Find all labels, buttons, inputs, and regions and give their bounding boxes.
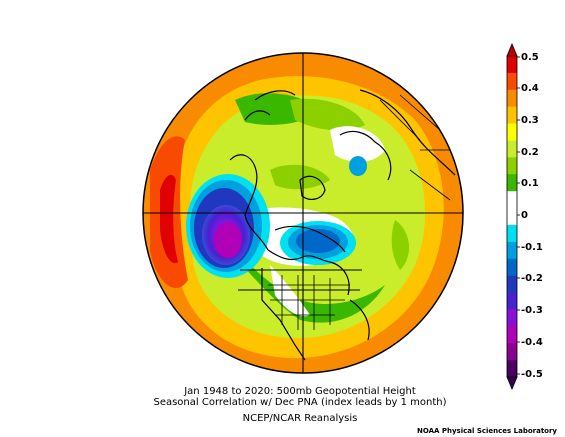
colorbar-swatch: [507, 123, 517, 141]
colorbar-swatch: [507, 72, 517, 91]
colorbar-tick-label: -0.2: [521, 273, 543, 284]
disk-outline: [142, 52, 464, 374]
colorbar-arrow-top: [506, 42, 518, 57]
colorbar-tick-label: -0.3: [521, 305, 543, 316]
graticule: [143, 53, 463, 373]
colorbar-tick-label: 0.4: [521, 83, 539, 94]
credit-label: NOAA Physical Sciences Laboratory: [416, 427, 557, 435]
caption-line-3: NCEP/NCAR Reanalysis: [242, 413, 358, 424]
caption-line-1: Jan 1948 to 2020: 500mb Geopotential Hei…: [184, 386, 416, 397]
colorbar-arrow-bottom: [506, 376, 518, 391]
colorbar-swatch: [507, 106, 517, 124]
colorbar-tick-label: 0.2: [521, 147, 539, 158]
colorbar-swatch: [507, 292, 517, 310]
colorbar-swatch: [507, 275, 517, 293]
coastlines: [229, 89, 456, 361]
colorbar-tick-label: -0.5: [521, 369, 543, 380]
colorbar-swatch: [507, 89, 517, 107]
colorbar: 0.5 0.4 0.3 0.2 0.1 0 -0.1 -0.2 -0.3 -0.4 -0.5: [506, 42, 543, 391]
political-borders: [268, 94, 455, 330]
colorbar-swatch: [507, 326, 517, 344]
colorbar-tick-label: 0.5: [521, 52, 539, 63]
polar-disk: [143, 53, 463, 373]
colorbar-swatch: [507, 343, 517, 361]
colorbar-swatch: [507, 241, 517, 260]
colorbar-tick-label: 0.1: [521, 178, 539, 189]
colorbar-swatch: [507, 140, 517, 158]
colorbar-swatch: [507, 208, 517, 226]
colorbar-swatch: [507, 174, 517, 192]
colorbar-tick-label: -0.1: [521, 242, 543, 253]
colorbar-swatch: [507, 56, 517, 74]
colorbar-swatch: [507, 309, 517, 327]
colorbar-swatch: [507, 191, 517, 209]
caption-line-2: Seasonal Correlation w/ Dec PNA (index l…: [153, 397, 447, 408]
colorbar-swatch: [507, 157, 517, 175]
colorbar-swatch: [507, 360, 517, 378]
colorbar-swatch: [507, 258, 517, 276]
colorbar-tick-label: 0: [521, 210, 528, 221]
colorbar-tick-label: -0.4: [521, 337, 543, 348]
colorbar-tick-label: 0.3: [521, 115, 539, 126]
colorbar-swatch: [507, 224, 517, 243]
